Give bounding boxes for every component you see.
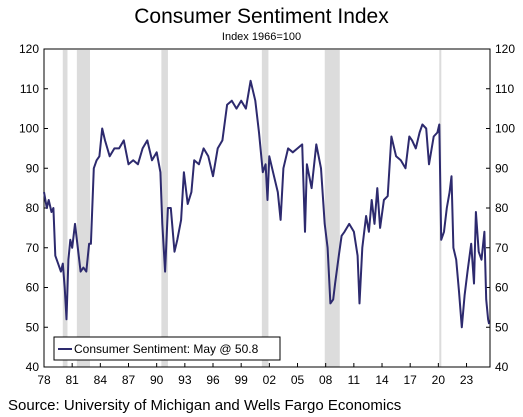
x-tick-label: 93 <box>178 373 192 387</box>
recession-band <box>76 50 91 367</box>
recession-band <box>324 50 340 367</box>
y-tick-label-left: 40 <box>26 360 40 374</box>
x-tick-label: 17 <box>404 373 418 387</box>
x-tick-label: 84 <box>94 373 108 387</box>
x-tick-label: 23 <box>460 373 474 387</box>
y-tick-label-right: 100 <box>495 122 515 136</box>
y-tick-label-left: 60 <box>26 281 40 295</box>
y-tick-label-right: 90 <box>495 161 509 175</box>
legend-box <box>53 336 281 361</box>
x-tick-label: 96 <box>206 373 220 387</box>
legend-label: Consumer Sentiment: May @ 50.8 <box>74 342 259 356</box>
y-tick-label-right: 70 <box>495 241 509 255</box>
recession-bands <box>62 50 442 367</box>
y-tick-label-left: 80 <box>26 201 40 215</box>
x-tick-label: 05 <box>291 373 305 387</box>
x-tick-label: 99 <box>234 373 248 387</box>
y-tick-label-right: 110 <box>495 82 514 96</box>
y-tick-label-right: 40 <box>495 360 509 374</box>
x-tick-label: 14 <box>375 373 389 387</box>
y-tick-label-left: 110 <box>20 82 39 96</box>
y-tick-label-left: 90 <box>26 161 40 175</box>
y-tick-label-left: 50 <box>26 320 40 334</box>
y-tick-label-right: 80 <box>495 201 509 215</box>
y-tick-label-left: 100 <box>19 122 39 136</box>
recession-band <box>161 50 168 367</box>
recession-band <box>261 50 269 367</box>
x-tick-label: 11 <box>348 373 361 387</box>
recession-band <box>62 50 68 367</box>
x-tick-label: 90 <box>150 373 164 387</box>
y-tick-label-left: 120 <box>19 42 39 56</box>
axis-ticks: 40 40 50 50 60 60 70 70 80 80 90 90 100 100 110 110 120 1… <box>19 42 515 387</box>
x-tick-label: 81 <box>65 373 79 387</box>
legend: Consumer Sentiment: May @ 50.8 <box>53 336 281 361</box>
source-note: Source: University of Michigan and Wells… <box>8 397 402 414</box>
chart-title: Consumer Sentiment Index <box>134 5 389 28</box>
y-tick-label-right: 60 <box>495 281 509 295</box>
x-tick-label: 20 <box>432 373 446 387</box>
chart-subtitle: Index 1966=100 <box>221 31 302 43</box>
x-tick-label: 08 <box>319 373 333 387</box>
y-tick-label-right: 120 <box>495 42 515 56</box>
y-tick-label-left: 70 <box>26 241 40 255</box>
y-tick-label-right: 50 <box>495 320 509 334</box>
x-tick-label: 02 <box>263 373 277 387</box>
line-chart: 40 40 50 50 60 60 70 70 80 80 90 90 100 100 110 110 120 1… <box>19 42 515 387</box>
x-tick-label: 78 <box>37 373 51 387</box>
series-line-consumer-sentiment <box>43 79 491 329</box>
x-tick-label: 87 <box>122 373 136 387</box>
